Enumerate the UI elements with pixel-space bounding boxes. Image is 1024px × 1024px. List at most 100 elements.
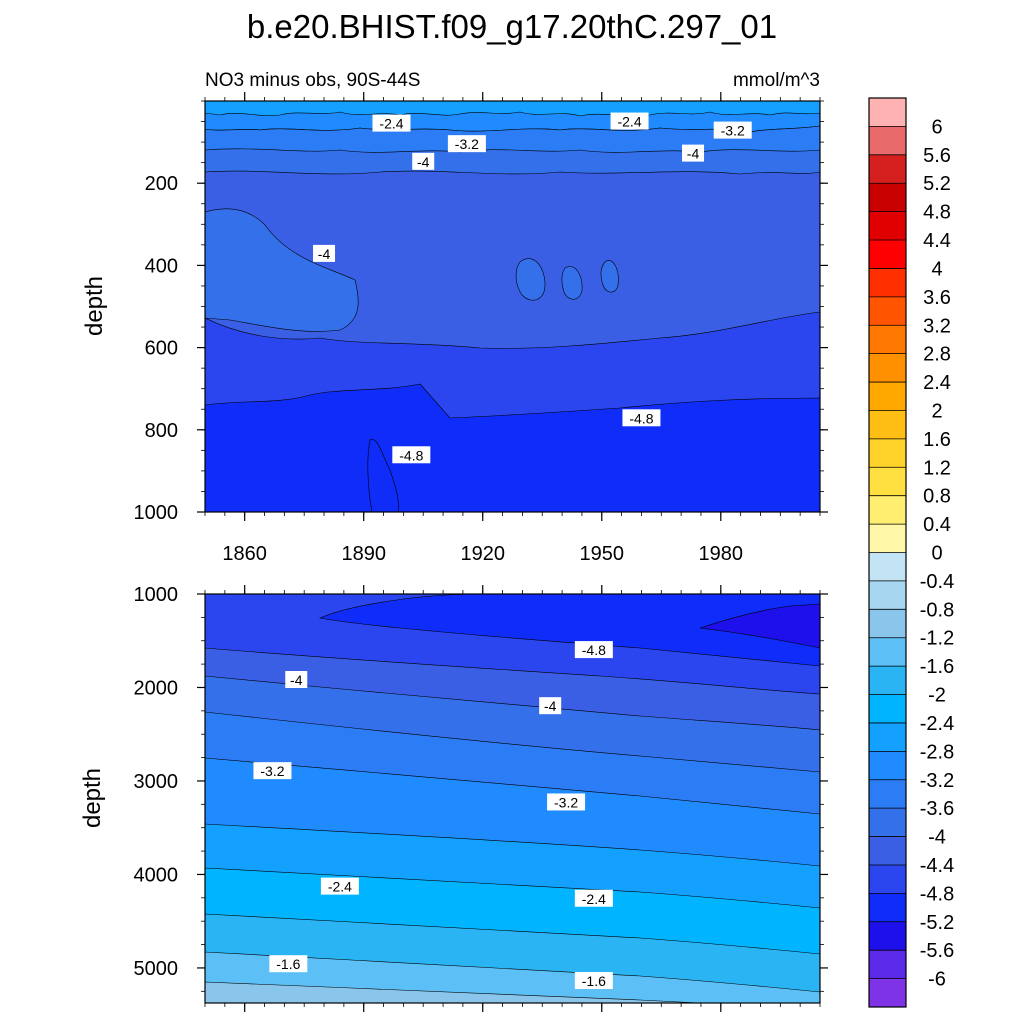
contour-label-bg [392,446,431,464]
band-upper-surface [205,101,820,117]
contour-label: -4.8 [582,642,606,658]
contour-label: -3.2 [721,123,745,139]
band-lower-topmost [699,603,820,649]
chart-subtitle: NO3 minus obs, 90S-44S [205,70,420,91]
contour-label-bg [285,671,308,689]
colorbar-swatch [869,808,906,837]
colorbar-swatch [869,268,906,298]
band-upper-bottom [205,383,820,512]
colorbar-label: -3.2 [920,770,954,792]
contour-label-bg [610,112,649,130]
upper-y-axis-label: depth [81,276,108,336]
y-tick-label: 5000 [134,958,179,980]
colorbar-swatch [869,410,906,440]
contour-label-bg [372,114,411,132]
lens-upper-blob-1 [515,258,546,301]
x-tick-label: 1860 [222,543,267,565]
y-tick-label: 600 [145,338,178,360]
contour-label-bg [253,762,292,780]
colorbar-swatch [869,325,906,354]
colorbar-label: -4.8 [920,883,954,905]
colorbar-swatch [869,694,906,724]
y-tick-label: 4000 [134,864,179,886]
colorbar-label: -3.6 [920,798,954,820]
chart-title: b.e20.BHIST.f09_g17.20thC.297_01 [247,8,777,45]
y-tick-label: 800 [145,420,178,442]
contour-label: -2.4 [379,116,403,132]
contour-label: -2.4 [617,114,641,130]
colorbar-label: 5.2 [923,173,951,195]
colorbar-label: 0.4 [923,514,951,536]
colorbar-swatch [869,751,906,781]
colorbar-label: -5.6 [920,940,954,962]
lens-upper-blob-3 [600,260,619,293]
colorbar-swatch [869,722,906,752]
colorbar-label: 1.6 [923,429,951,451]
lower-y-axis: 1000 2000 3000 4000 5000 [134,584,828,992]
contour-label: -4 [318,246,331,262]
upper-x-axis: 1860 1890 1920 1950 1980 [204,92,821,565]
contour-label-bg [622,409,661,427]
colorbar-label: 4 [931,258,942,280]
colorbar-swatch [869,978,906,1008]
colorbar-label: 1.2 [923,457,951,479]
colorbar-label: -4.4 [920,855,954,877]
colorbar-swatch [869,382,906,411]
contour-label-bg [547,793,586,811]
contour-label: -4 [290,672,303,688]
contour-label: -4.8 [629,410,653,426]
contour-label-bg [574,889,613,907]
x-tick-label: 1950 [580,543,625,565]
colorbar-swatch [869,666,906,695]
colorbar-label: 4.8 [923,202,951,224]
colorbar-label: 0 [931,543,942,565]
contour-label-bg [539,697,562,715]
y-tick-label: 400 [145,255,178,277]
upper-contour-field [205,101,820,512]
colorbar-swatch [869,609,906,639]
colorbar-swatch [869,296,906,326]
lower-plot-frame [204,593,821,1004]
x-tick-label: 1980 [699,543,744,565]
patch-upper-bottom-left [367,439,399,512]
contour-label: -4 [417,154,430,170]
colorbar-label: -0.8 [920,599,954,621]
contour-label: -2.4 [328,879,352,895]
contour-label: -4 [687,146,700,162]
colorbar-label: -0.4 [920,571,954,593]
lens-upper-left [205,208,359,332]
colorbar-swatch [869,211,906,241]
contour-label-bg [682,144,705,162]
colorbar-label: 4.4 [923,230,951,252]
colorbar-label: -2.8 [920,741,954,763]
contour-label-bg [269,955,308,973]
colorbar-swatch [869,950,906,979]
colorbar-label: 3.2 [923,315,951,337]
contour-label: -3.2 [260,763,284,779]
contour-label: -4.8 [399,447,423,463]
contour-label: -1.6 [582,973,606,989]
colorbar-label: -2 [928,685,946,707]
colorbar-label: -4 [928,827,946,849]
x-tick-label: 1920 [460,543,505,565]
colorbar-swatch [869,893,906,923]
contour-label: -3.2 [455,136,479,152]
lower-x-axis [204,585,821,1012]
contour-label-bg [447,135,486,153]
colorbar-swatch [869,467,906,496]
colorbar-label: -1.2 [920,628,954,650]
y-tick-label: 2000 [134,677,179,699]
colorbar-label: 2.4 [923,372,951,394]
colorbar-swatch [869,864,906,894]
colorbar-swatch [869,779,906,809]
colorbar-label: -5.2 [920,912,954,934]
band-lower-top [318,594,820,667]
colorbar-swatch [869,154,906,184]
contour-label: -3.2 [554,794,578,810]
colorbar-swatch [869,183,906,212]
colorbar-swatch [869,438,906,468]
band-lower-9 [205,981,701,1003]
units-label: mmol/m^3 [733,70,820,91]
